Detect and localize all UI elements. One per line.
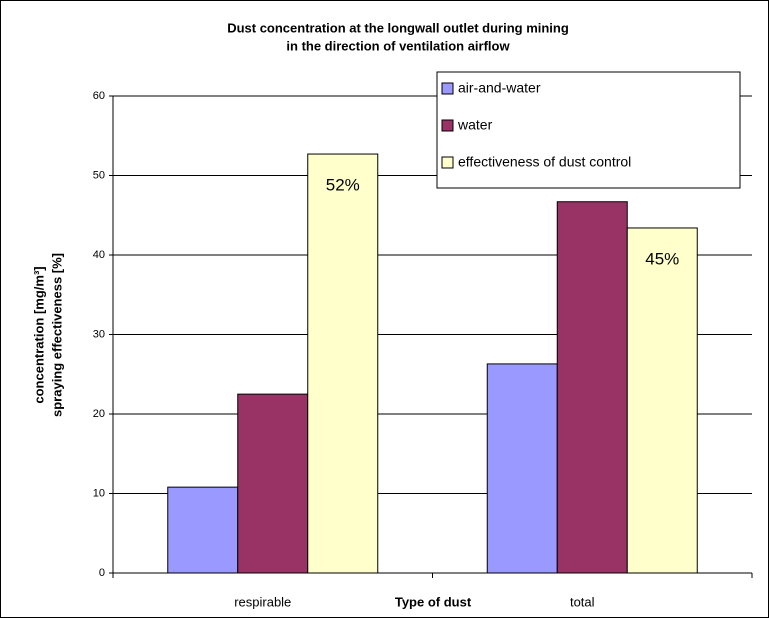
y-tick-label: 30 [93,328,105,340]
legend-swatch [441,156,454,169]
y-tick-label: 40 [93,249,105,261]
annotation: 52% [326,176,360,195]
legend-swatch [441,119,454,132]
y-tick-label: 0 [99,567,105,579]
x-tick-label: respirable [234,594,291,609]
y-tick-label: 50 [93,169,105,181]
y-tick-label: 20 [93,408,105,420]
y-axis-title: concentration [mg/m³] [31,266,46,403]
legend-label: water [457,117,493,133]
legend-box [436,71,741,189]
bar [626,227,698,574]
y-tick-label: 60 [93,90,105,102]
x-axis-title: Type of dust [395,594,472,609]
bar [486,363,558,574]
bar [556,201,628,574]
chart-title: Dust concentration at the longwall outle… [227,20,569,35]
y-axis-title: spraying effectiveness [%] [49,253,64,417]
bar [307,153,379,574]
annotation: 45% [645,249,679,268]
legend-swatch [441,82,454,95]
x-tick-label: total [570,594,595,609]
chart-title: in the direction of ventilation airflow [286,38,510,53]
y-tick-label: 10 [93,487,105,499]
bar [167,486,239,574]
legend-label: air-and-water [458,80,541,96]
bar [237,393,309,574]
legend-label: effectiveness of dust control [458,154,631,170]
